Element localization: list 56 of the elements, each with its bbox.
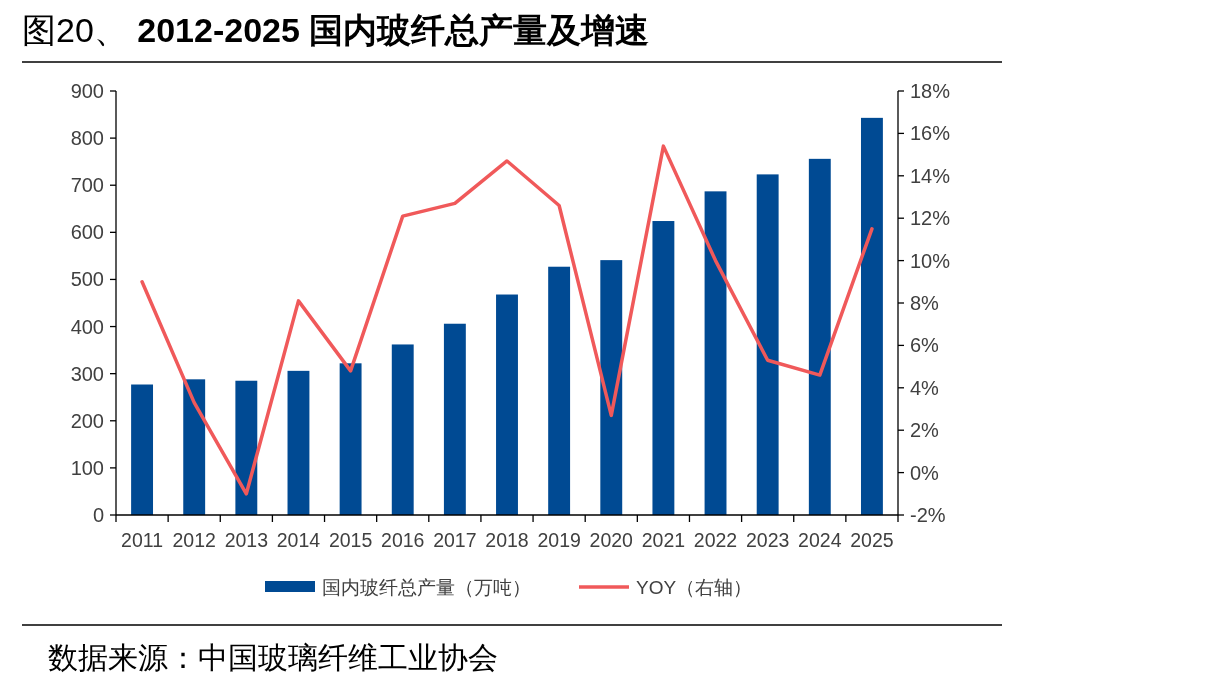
- bar: [339, 363, 362, 515]
- chart-title: 图20、 2012-2025 国内玻纤总产量及增速: [22, 11, 650, 49]
- y-tick-label: 600: [70, 221, 104, 244]
- y-tick-label: 900: [70, 80, 104, 102]
- x-tick-label: 2013: [224, 529, 269, 551]
- bar: [183, 379, 206, 515]
- y2-tick-label: 0%: [910, 461, 940, 484]
- y2-tick-label: 12%: [910, 207, 951, 230]
- bar: [808, 158, 831, 515]
- x-tick-label: 2025: [850, 529, 894, 551]
- source-note: 数据来源：中国玻璃纤维工业协会: [48, 641, 498, 674]
- bar: [443, 323, 466, 515]
- x-tick-label: 2016: [381, 529, 425, 551]
- x-tick-label: 2020: [589, 529, 634, 551]
- y-tick-label: 100: [70, 456, 104, 479]
- x-tick-label: 2021: [641, 529, 686, 551]
- bar: [235, 380, 258, 515]
- bar: [600, 260, 623, 515]
- x-tick-label: 2019: [537, 529, 581, 551]
- y2-tick-label: -2%: [910, 504, 946, 526]
- y2-tick-label: 2%: [910, 419, 940, 442]
- y2-tick-label: 10%: [910, 249, 951, 272]
- bar: [704, 191, 727, 515]
- y2-tick-label: 6%: [910, 334, 940, 357]
- bar: [391, 344, 414, 515]
- y-tick-label: 400: [70, 315, 104, 338]
- y2-tick-label: 8%: [910, 292, 940, 314]
- x-tick-label: 2012: [172, 529, 216, 551]
- bar: [131, 384, 154, 515]
- legend-label: YOY（右轴）: [636, 577, 753, 598]
- x-tick-label: 2015: [328, 529, 373, 551]
- y-tick-label: 500: [70, 268, 104, 291]
- bar: [287, 370, 310, 515]
- x-tick-label: 2014: [276, 529, 321, 551]
- y2-tick-label: 14%: [910, 164, 951, 187]
- line-series: [140, 144, 874, 496]
- y2-tick-label: 4%: [910, 376, 940, 399]
- legend-label: 国内玻纤总产量（万吨）: [322, 577, 531, 598]
- y-tick-label: 200: [70, 409, 104, 432]
- y2-tick-label: 16%: [910, 122, 951, 145]
- x-tick-label: 2024: [798, 529, 842, 551]
- x-tick-label: 2023: [745, 529, 790, 551]
- bar: [548, 266, 571, 515]
- bar: [756, 174, 779, 515]
- y-tick-label: 0: [92, 504, 104, 526]
- y-tick-label: 300: [70, 362, 104, 385]
- y-tick-label: 700: [70, 174, 104, 197]
- x-tick-label: 2018: [485, 529, 529, 551]
- x-tick-label: 2017: [433, 529, 477, 551]
- x-tick-label: 2011: [121, 529, 164, 551]
- bar: [652, 221, 675, 515]
- y-tick-label: 800: [70, 127, 104, 150]
- x-tick-label: 2022: [693, 529, 738, 551]
- bar: [860, 117, 883, 515]
- bar: [496, 294, 518, 515]
- y2-tick-label: 18%: [910, 80, 951, 102]
